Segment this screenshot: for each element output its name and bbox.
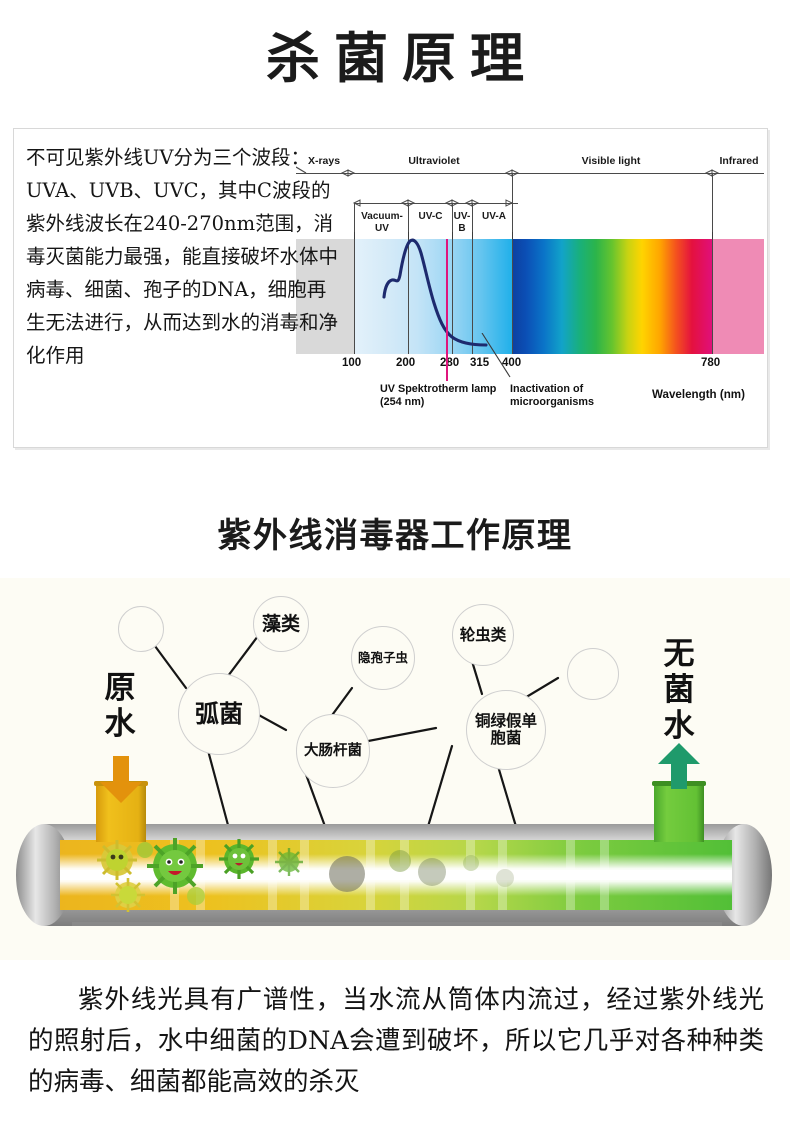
node-pseudomonas: 铜绿假单胞菌 [466, 690, 546, 770]
node-rotifer-label: 轮虫类 [459, 624, 507, 644]
divider-400nm [512, 173, 513, 354]
inactivation-leader-line [481, 333, 511, 378]
footer-paragraph: 紫外线光具有广谱性，当水流从筒体内流过，经过紫外线光的照射后，水中细菌的DNA会… [28, 985, 764, 1097]
infrared-block [712, 239, 764, 354]
page-title: 杀菌原理 [266, 26, 538, 90]
node-cryptosporidium-label: 隐孢子虫 [357, 650, 408, 666]
annotation-inactivation: Inactivation of microorganisms [510, 383, 622, 408]
divider-780nm [712, 173, 713, 354]
node-vibrio: 弧菌 [178, 673, 260, 755]
node-ecoli-label: 大肠杆菌 [304, 742, 362, 760]
tick-315 [472, 232, 473, 239]
uv-sterilizer-diagram: 藻类 弧菌 隐孢子虫 大肠杆菌 轮虫类 铜绿假单胞菌 原水 无菌水 [0, 578, 790, 960]
tick-100 [354, 232, 355, 239]
subband-label-uv-c: UV-C [418, 211, 443, 222]
node-vibrio-label: 弧菌 [195, 699, 243, 729]
band-label-visible: Visible light [581, 155, 641, 167]
tick-label-100: 100 [342, 357, 362, 369]
tick-400 [512, 232, 513, 239]
node-pseudomonas-label: 铜绿假单胞菌 [474, 711, 537, 747]
node-empty-1 [118, 606, 164, 652]
tick-label-280: 280 [440, 357, 460, 369]
tick-780 [712, 232, 713, 239]
tick-200 [408, 232, 409, 239]
tick-label-315: 315 [470, 357, 490, 369]
divider-280nm [452, 203, 453, 354]
inlet-arrow-icon [100, 756, 142, 803]
annotation-inactivation-text: Inactivation of microorganisms [510, 383, 595, 408]
inactivation-curve [382, 238, 488, 347]
node-empty-2 [567, 648, 619, 700]
axis-title-wavelength: Wavelength (nm) [652, 388, 745, 401]
band-label-infrared: Infrared [719, 155, 759, 167]
intro-paragraph: 不可见紫外线UV分为三个波段：UVA、UVB、UVC，其中C波段的紫外线波长在2… [26, 146, 339, 367]
annotation-lamp-text: UV Spektrotherm lamp (254 nm) [380, 383, 497, 408]
uv-info-box: 不可见紫外线UV分为三个波段：UVA、UVB、UVC，其中C波段的紫外线波长在2… [13, 128, 768, 448]
tick-label-200: 200 [396, 357, 416, 369]
axis-arrow-markers [296, 166, 720, 177]
outlet-arrow-icon [658, 743, 700, 789]
top-axis-line [296, 173, 764, 174]
xray-band-block [296, 239, 354, 354]
outlet-label: 无菌水 [659, 636, 699, 744]
node-cryptosporidium: 隐孢子虫 [351, 626, 415, 690]
tick-label-780: 780 [701, 357, 721, 369]
uv-subaxis-line [354, 203, 518, 204]
inlet-label: 原水 [100, 670, 140, 742]
divider-315nm [472, 203, 473, 354]
band-label-xrays: X-rays [307, 155, 341, 167]
subaxis-arrow-markers [352, 199, 514, 207]
subband-label-vacuum-uv: Vacuum-UV [361, 211, 403, 234]
node-algae-label: 藻类 [261, 612, 300, 635]
uv-spectrum-chart: X-rays Ultraviolet Visible light Infrare… [296, 135, 764, 435]
visible-light-gradient [512, 239, 712, 354]
section-2-title: 紫外线消毒器工作原理 [217, 516, 573, 556]
tick-label-400: 400 [502, 357, 522, 369]
lamp-254nm-line [446, 239, 448, 381]
subband-label-uv-a: UV-A [482, 211, 506, 222]
annotation-lamp: UV Spektrotherm lamp (254 nm) [380, 383, 498, 408]
subband-label-uv-b: UV-B [453, 211, 471, 234]
node-algae: 藻类 [253, 596, 309, 652]
node-rotifer: 轮虫类 [452, 604, 514, 666]
divider-200nm [408, 203, 409, 354]
outlet-label-text: 无菌水 [663, 636, 695, 744]
germ-cluster [97, 838, 514, 912]
node-ecoli: 大肠杆菌 [296, 714, 370, 788]
tick-280 [452, 232, 453, 239]
sterilizer-pipe [16, 781, 772, 926]
divider-100nm [354, 203, 355, 354]
band-label-ultraviolet: Ultraviolet [408, 155, 460, 167]
inlet-label-text: 原水 [104, 670, 136, 742]
